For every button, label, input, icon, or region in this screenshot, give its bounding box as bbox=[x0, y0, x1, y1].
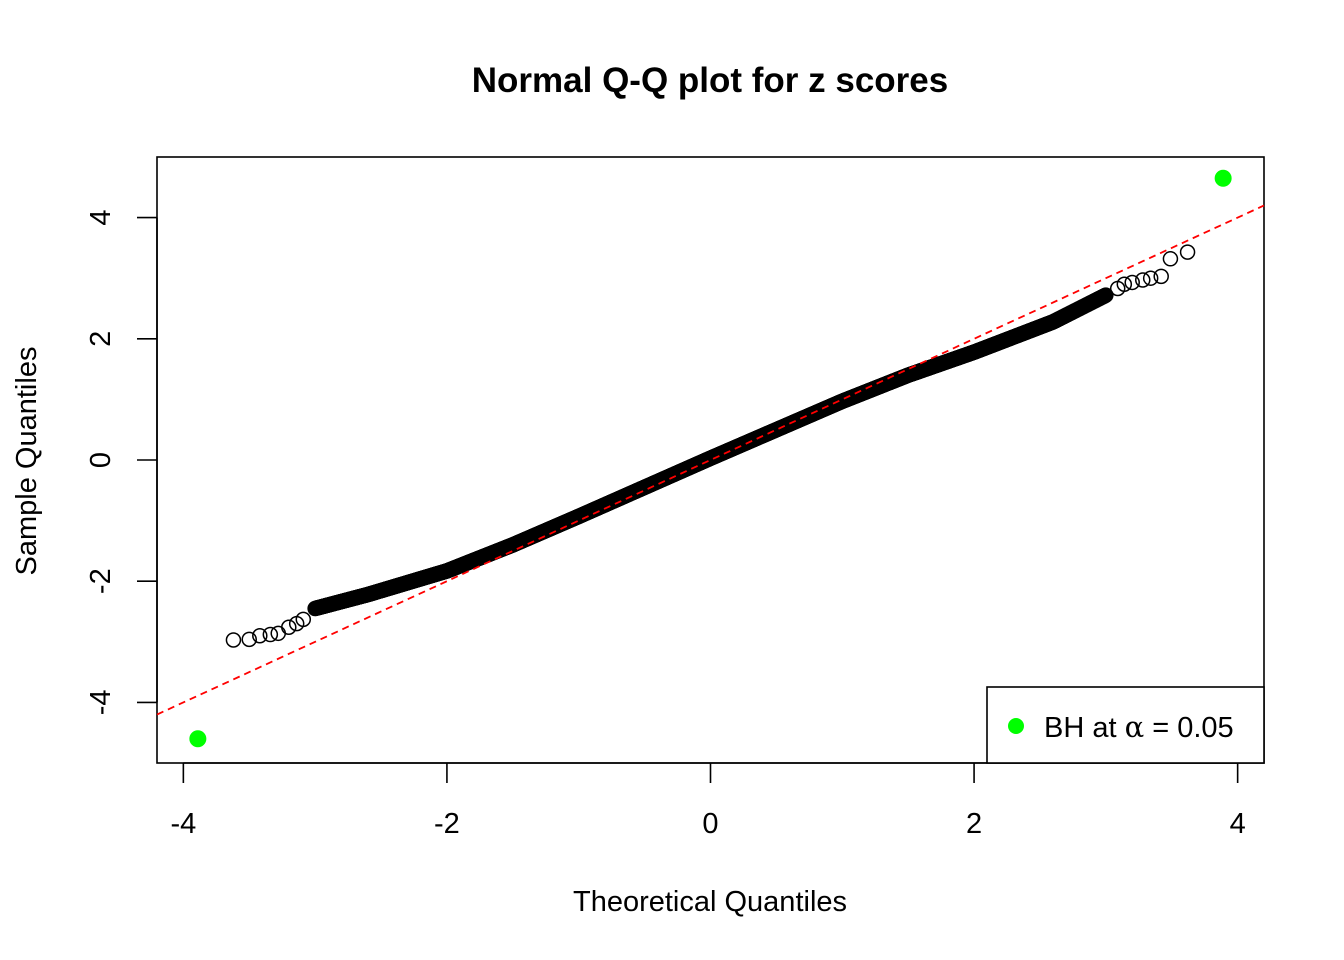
qq-tail-point bbox=[241, 631, 257, 648]
qq-tail-point bbox=[1179, 244, 1196, 260]
qq-tail-point bbox=[270, 625, 286, 642]
x-axis-title: Theoretical Quantiles bbox=[573, 886, 847, 918]
plot-area bbox=[156, 169, 1265, 748]
legend-marker bbox=[1008, 718, 1024, 734]
qq-tail-point bbox=[1153, 268, 1169, 285]
bh-significant-point bbox=[1214, 169, 1232, 187]
y-tick-label: -2 bbox=[85, 568, 117, 594]
qq-tail-point bbox=[252, 627, 268, 644]
chart-title: Normal Q-Q plot for z scores bbox=[472, 61, 948, 100]
qq-tail-point bbox=[1135, 272, 1151, 288]
qq-tail-point bbox=[262, 626, 279, 643]
y-tick-label: -4 bbox=[85, 690, 117, 716]
x-tick-label: 2 bbox=[966, 808, 982, 840]
y-tick-label: 4 bbox=[85, 210, 117, 226]
legend: BH at α = 0.05 bbox=[986, 686, 1265, 764]
qq-tail-point bbox=[1124, 274, 1140, 291]
legend-prefix: BH at bbox=[1044, 712, 1125, 744]
qq-tail-point bbox=[295, 611, 312, 628]
plot-frame bbox=[156, 156, 1265, 764]
qq-tail-point bbox=[225, 632, 242, 648]
y-tick-label: 0 bbox=[85, 452, 117, 468]
y-tick-label: 2 bbox=[85, 331, 117, 347]
legend-alpha-symbol: α bbox=[1125, 710, 1145, 744]
legend-box bbox=[986, 686, 1265, 764]
legend-label: BH at α = 0.05 bbox=[1044, 710, 1234, 744]
x-tick-label: -2 bbox=[434, 808, 460, 840]
qq-tail-point bbox=[281, 619, 297, 636]
qq-point bbox=[1098, 287, 1114, 303]
y-axis-title: Sample Quantiles bbox=[11, 347, 43, 576]
x-tick-label: 0 bbox=[702, 808, 718, 840]
legend-suffix: = 0.05 bbox=[1144, 712, 1234, 744]
qq-tail-point bbox=[1162, 251, 1179, 267]
bh-significant-point bbox=[189, 730, 207, 748]
x-tick-label: -4 bbox=[170, 808, 196, 840]
y-axis: -4 -2 0 2 4 bbox=[85, 210, 158, 716]
x-tick-label: 4 bbox=[1230, 808, 1246, 840]
qq-tail-point bbox=[1116, 276, 1133, 293]
qq-tail-point bbox=[1142, 270, 1159, 286]
x-axis: -4 -2 0 2 4 bbox=[170, 762, 1246, 840]
